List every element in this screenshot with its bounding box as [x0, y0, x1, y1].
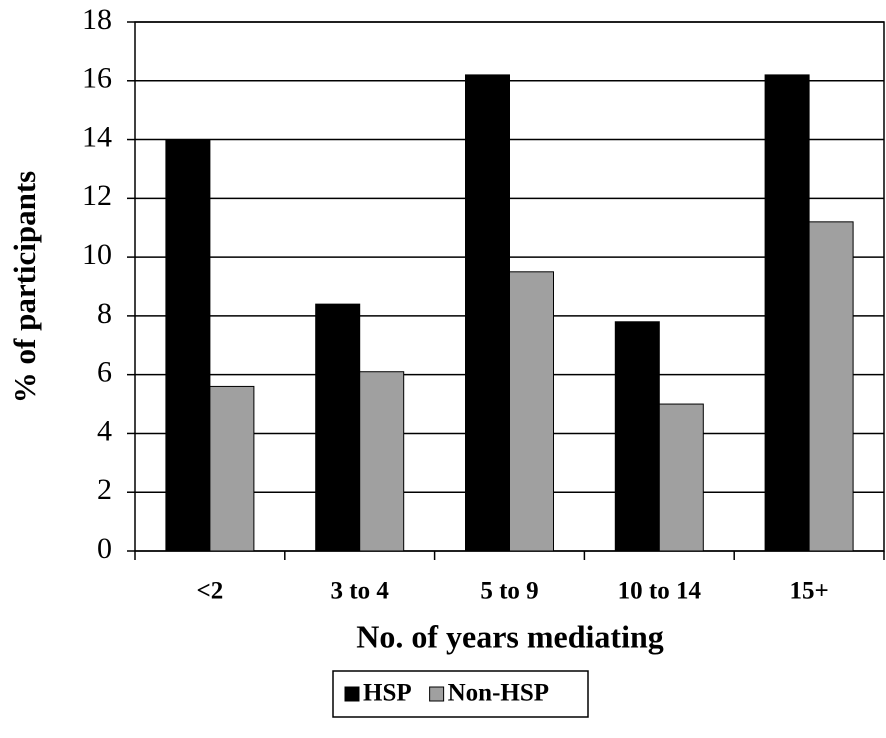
- bar: [764, 74, 810, 552]
- legend-box: [332, 670, 589, 718]
- y-tick-label: 6: [97, 356, 112, 389]
- x-tick-label: 5 to 9: [480, 578, 538, 605]
- x-tick-label: 10 to 14: [618, 578, 702, 605]
- y-tick-label: 18: [82, 3, 112, 36]
- bar: [165, 139, 211, 552]
- bar: [614, 321, 660, 552]
- y-tick-label: 0: [97, 532, 112, 565]
- y-tick-label: 2: [97, 473, 112, 506]
- bar: [465, 74, 510, 552]
- bar: [509, 271, 554, 552]
- x-tick-label: 15+: [789, 578, 828, 605]
- y-tick-label: 4: [97, 414, 112, 447]
- x-tick-label: 3 to 4: [331, 578, 390, 605]
- bar: [209, 385, 255, 552]
- legend-label: HSP: [363, 680, 412, 707]
- bar: [808, 221, 854, 552]
- y-axis-label: % of participants: [7, 171, 42, 404]
- legend-label: Non-HSP: [448, 680, 549, 707]
- y-tick-label: 16: [82, 62, 112, 95]
- legend-swatch: [429, 686, 445, 702]
- legend-swatch: [344, 686, 360, 702]
- y-tick-label: 14: [82, 120, 112, 153]
- y-tick-label: 8: [97, 297, 112, 330]
- bar: [658, 403, 704, 552]
- x-axis-label: No. of years mediating: [356, 618, 664, 654]
- x-tick-label: <2: [197, 578, 224, 605]
- y-tick-label: 12: [82, 179, 112, 212]
- bar: [359, 371, 405, 552]
- bar: [315, 303, 361, 552]
- y-tick-label: 10: [82, 238, 112, 271]
